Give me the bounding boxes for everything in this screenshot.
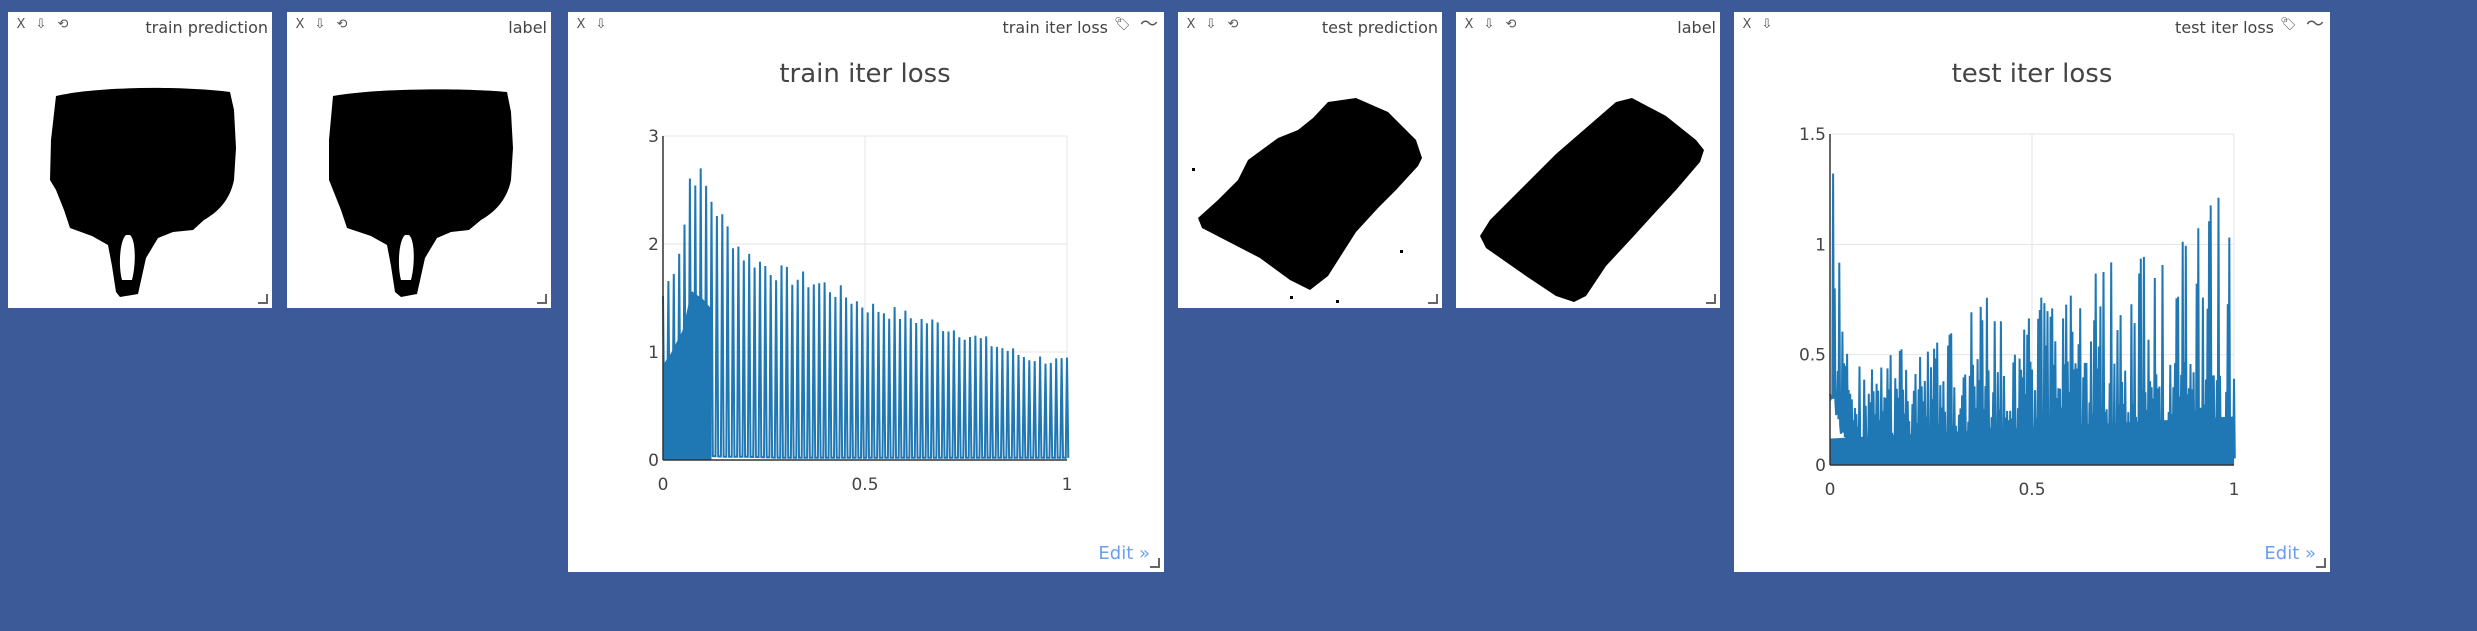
x-tick-label: 0.5 (851, 475, 878, 495)
smooth-icon[interactable]: 〜 (2306, 14, 2324, 35)
pane-toolbar: X ⇩ test iter loss 🏷 〜 (1734, 12, 2330, 40)
edit-link[interactable]: Edit » (2264, 543, 2316, 564)
y-tick-label: 1 (1815, 235, 1826, 255)
pane-toolbar: X ⇩ ⟲ test prediction (1178, 12, 1442, 40)
train-prediction-pane: X ⇩ ⟲ train prediction (8, 12, 272, 308)
x-tick-label: 0 (658, 475, 669, 495)
x-tick-label: 0.5 (2018, 480, 2045, 500)
smooth-icon[interactable]: 〜 (1140, 14, 1158, 35)
train-prediction-mask-image (50, 87, 236, 298)
test-label-mask-image (1480, 98, 1704, 302)
y-tick-label: 0.5 (1799, 346, 1826, 366)
pane-title: label (1677, 18, 1716, 37)
download-button[interactable]: ⇩ (1483, 17, 1495, 32)
reset-button[interactable]: ⟲ (57, 17, 69, 32)
pane-title: test iter loss (2175, 18, 2274, 37)
pane-toolbar: X ⇩ train iter loss 🏷 〜 (568, 12, 1164, 40)
resize-handle[interactable] (1150, 558, 1160, 568)
pane-title: train iter loss (1002, 18, 1108, 37)
pane-title: test prediction (1321, 18, 1438, 37)
resize-handle[interactable] (537, 294, 547, 304)
test-prediction-pane: X ⇩ ⟲ test prediction (1178, 12, 1442, 308)
y-tick-label: 0 (648, 451, 659, 471)
download-button[interactable]: ⇩ (314, 17, 326, 32)
pane-title: label (508, 18, 547, 37)
y-tick-label: 1 (648, 343, 659, 363)
train-loss-chart: train iter loss 0 1 2 3 0 0.5 1 (648, 59, 1073, 495)
close-button[interactable]: X (576, 17, 586, 32)
chart-title: test iter loss (1952, 59, 2113, 89)
loss-series-band (1830, 416, 2234, 465)
pane-toolbar: X ⇩ ⟲ label (287, 12, 551, 40)
x-tick-label: 1 (2229, 480, 2240, 500)
test-prediction-mask-image (1192, 98, 1422, 303)
pane-toolbar: X ⇩ ⟲ label (1456, 12, 1720, 40)
train-label-mask-image (329, 89, 513, 297)
chart-title: train iter loss (779, 59, 950, 89)
download-button[interactable]: ⇩ (595, 17, 607, 32)
tag-icon[interactable]: 🏷 (1114, 17, 1131, 32)
edit-link[interactable]: Edit » (1098, 543, 1150, 564)
test-loss-pane: X ⇩ test iter loss 🏷 〜 test iter loss 0 0.… (1734, 12, 2330, 572)
download-button[interactable]: ⇩ (1205, 17, 1217, 32)
x-tick-label: 0 (1825, 480, 1836, 500)
test-label-pane: X ⇩ ⟲ label (1456, 12, 1720, 308)
tag-icon[interactable]: 🏷 (2280, 17, 2297, 32)
download-button[interactable]: ⇩ (1761, 17, 1773, 32)
close-button[interactable]: X (1186, 17, 1196, 32)
resize-handle[interactable] (1706, 294, 1716, 304)
reset-button[interactable]: ⟲ (1227, 17, 1239, 32)
resize-handle[interactable] (2316, 558, 2326, 568)
train-loss-pane: X ⇩ train iter loss 🏷 〜 train iter loss 0… (568, 12, 1164, 572)
close-button[interactable]: X (295, 17, 305, 32)
close-button[interactable]: X (1464, 17, 1474, 32)
y-tick-label: 0 (1815, 456, 1826, 476)
pane-toolbar: X ⇩ ⟲ train prediction (8, 12, 272, 40)
pane-title: train prediction (145, 18, 268, 37)
resize-handle[interactable] (1428, 294, 1438, 304)
y-tick-label: 2 (648, 235, 659, 255)
x-tick-label: 1 (1062, 475, 1073, 495)
train-label-pane: X ⇩ ⟲ label (287, 12, 551, 308)
resize-handle[interactable] (258, 294, 268, 304)
reset-button[interactable]: ⟲ (1505, 17, 1517, 32)
reset-button[interactable]: ⟲ (336, 17, 348, 32)
loss-series-line (662, 168, 1070, 459)
y-tick-label: 3 (648, 127, 659, 147)
close-button[interactable]: X (16, 17, 26, 32)
download-button[interactable]: ⇩ (35, 17, 47, 32)
close-button[interactable]: X (1742, 17, 1752, 32)
loss-series-band (663, 291, 712, 460)
test-loss-chart: test iter loss 0 0.5 1 1.5 0 0.5 1 (1799, 59, 2240, 500)
y-tick-label: 1.5 (1799, 125, 1826, 145)
